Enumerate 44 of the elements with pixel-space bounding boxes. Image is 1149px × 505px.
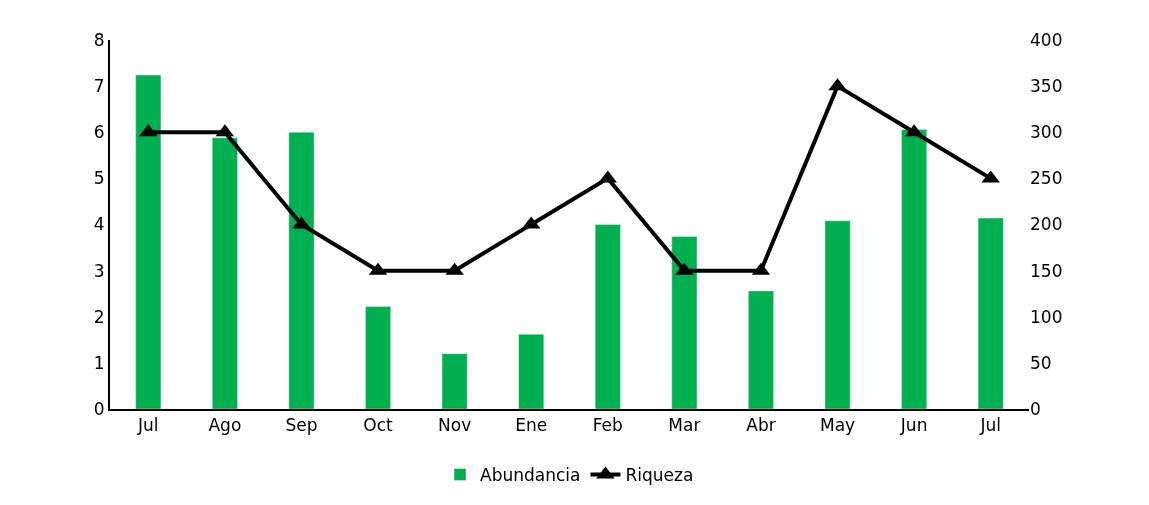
y-tick-label: 0 — [93, 398, 105, 419]
y-tick-label: 7 — [93, 76, 105, 97]
bar — [594, 224, 621, 409]
y-tick-label: 5 — [93, 168, 105, 189]
bar — [671, 236, 698, 409]
y-tick-label: 6 — [93, 122, 105, 143]
x-tick-label: Nov — [438, 415, 472, 436]
y2-tick-label: 400 — [1030, 29, 1063, 50]
x-tick-label: Sep — [285, 415, 318, 436]
x-tick-label: Oct — [363, 415, 394, 436]
x-tick-label: Jul — [979, 415, 1001, 436]
x-tick-label: Mar — [668, 415, 701, 436]
x-tick-label: Ago — [208, 415, 242, 436]
x-tick-label: Feb — [592, 415, 623, 436]
y2-tick-label: 100 — [1030, 306, 1063, 327]
bar — [748, 290, 774, 409]
bar — [441, 353, 468, 409]
y-tick-label: 1 — [93, 352, 105, 373]
x-tick-label: Jul — [137, 415, 159, 436]
y2-tick-label: 350 — [1030, 76, 1063, 97]
y-tick-label: 4 — [93, 214, 105, 235]
x-tick-label: Abr — [746, 415, 776, 436]
y-tick-label: 2 — [93, 306, 105, 327]
y2-tick-label: 0 — [1030, 398, 1041, 419]
x-tick-label: Ene — [515, 415, 548, 436]
bar — [211, 137, 238, 409]
y2-tick-label: 150 — [1030, 260, 1063, 281]
legend-label: Riqueza — [625, 465, 694, 486]
y2-tick-label: 50 — [1030, 352, 1052, 373]
y2-tick-label: 250 — [1030, 168, 1063, 189]
bar — [977, 217, 1004, 409]
bar — [901, 129, 928, 409]
y2-tick-label: 200 — [1030, 214, 1063, 235]
bar — [135, 74, 162, 409]
legend-label: Abundancia — [480, 465, 581, 486]
bar — [518, 334, 545, 409]
x-tick-label: May — [819, 415, 856, 436]
x-tick-label: Jun — [899, 415, 928, 436]
bar — [824, 220, 851, 409]
bar — [288, 132, 315, 409]
bar — [365, 306, 391, 409]
y-tick-label: 8 — [93, 29, 105, 50]
y-tick-label: 3 — [93, 260, 105, 281]
y2-tick-label: 300 — [1030, 122, 1063, 143]
